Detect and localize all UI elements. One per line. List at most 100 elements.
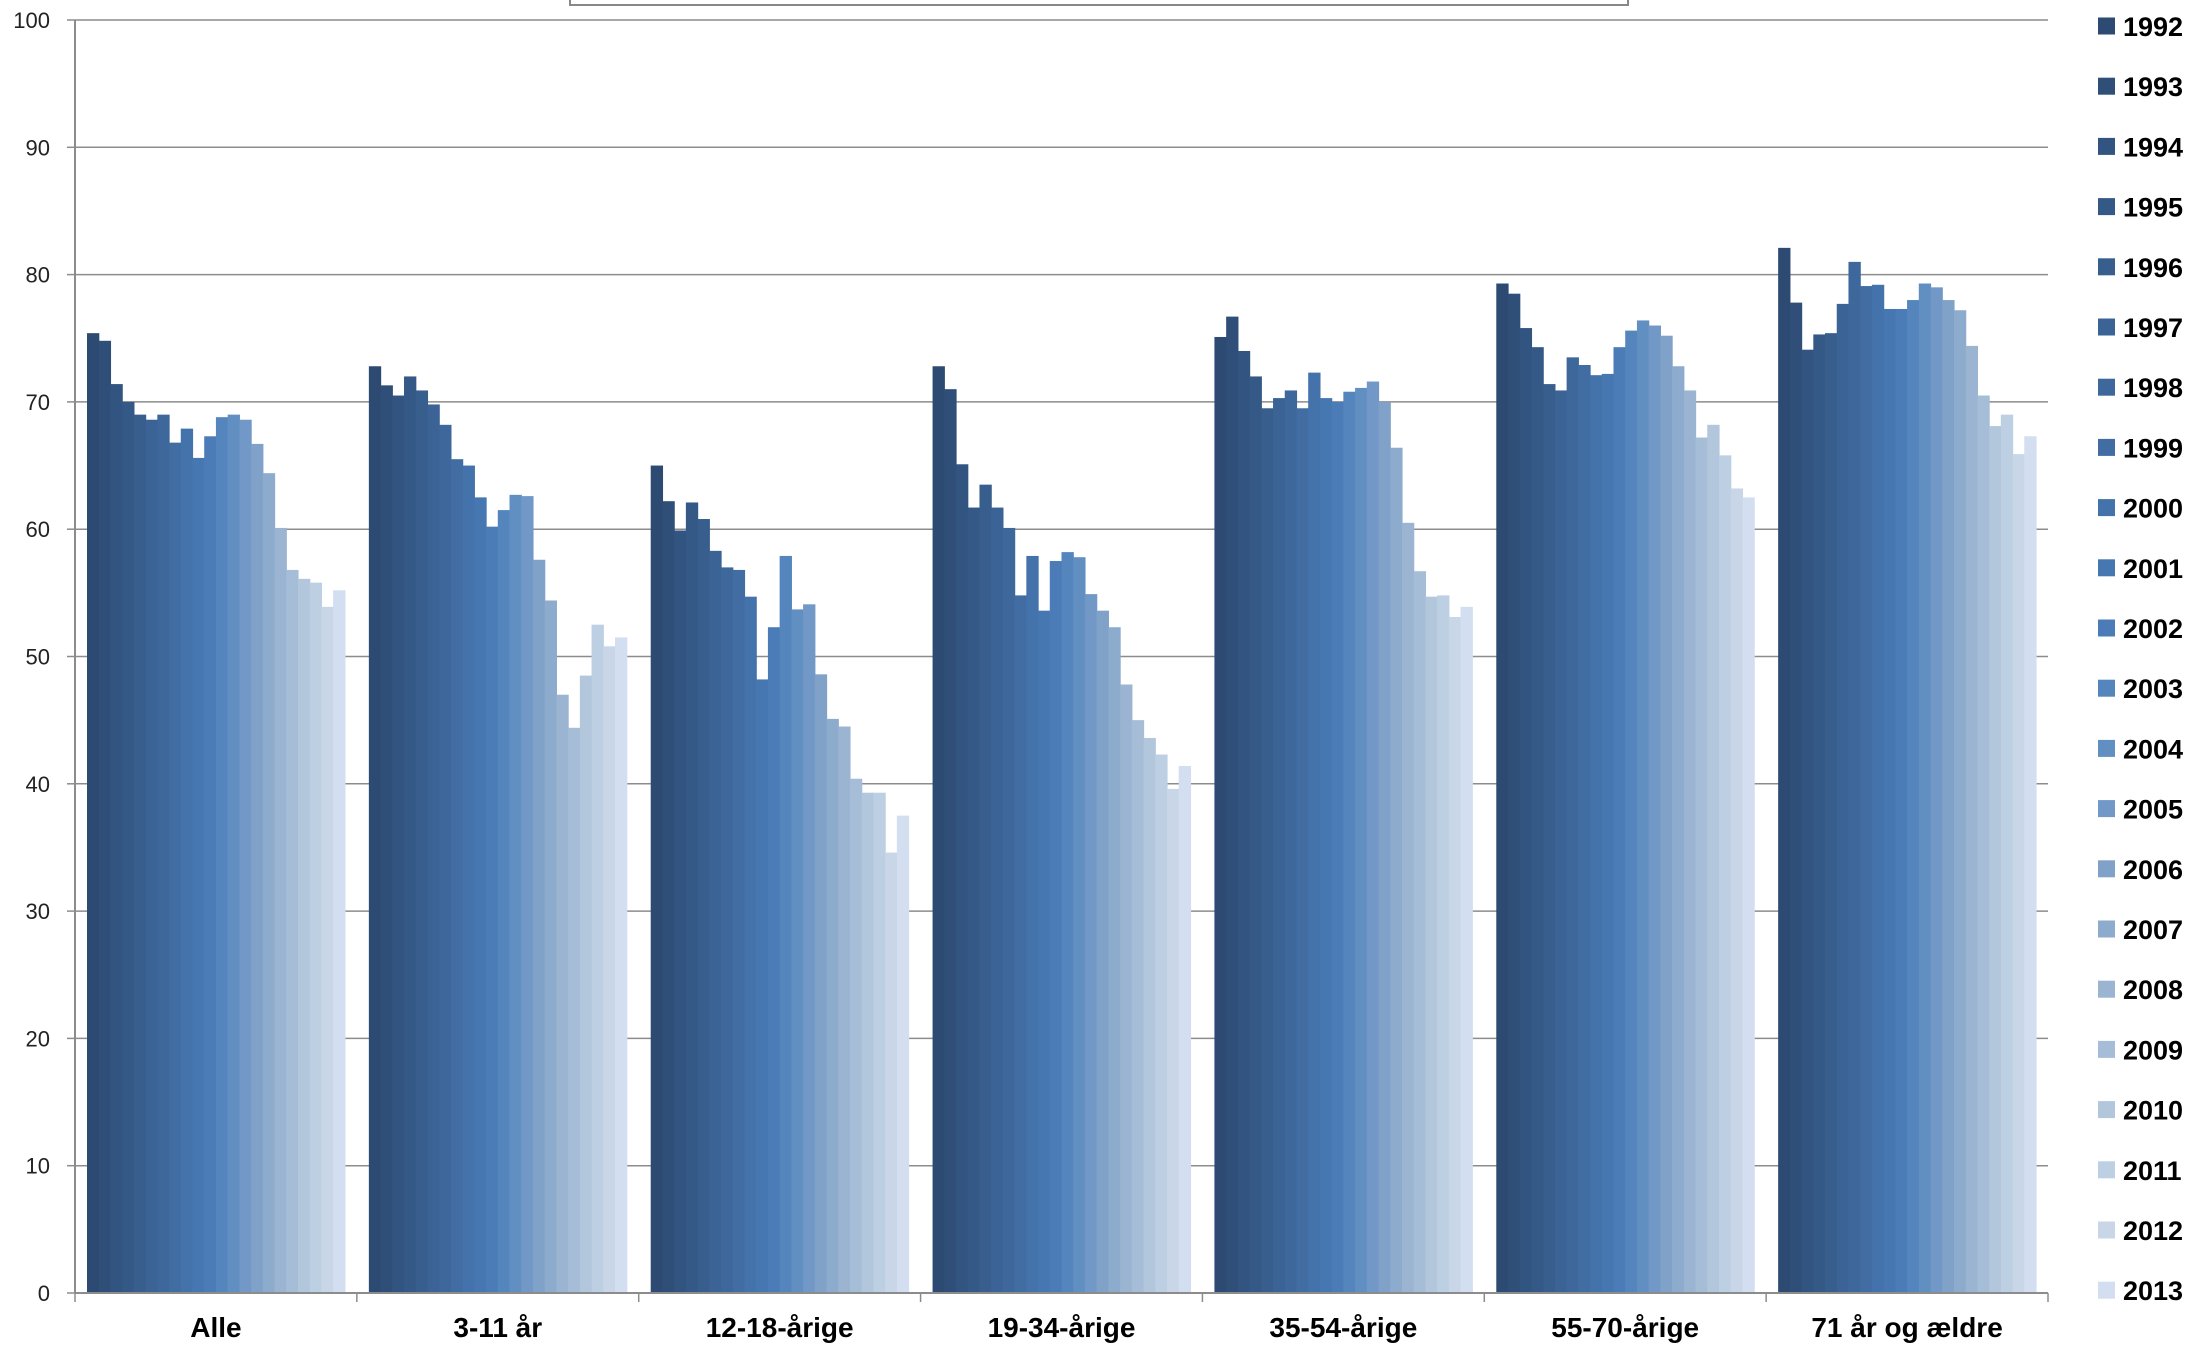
bar <box>192 457 205 1293</box>
bar <box>1789 302 1803 1294</box>
bar <box>1413 571 1427 1293</box>
bar <box>1672 366 1685 1294</box>
legend-swatch <box>2098 438 2115 456</box>
bar <box>262 473 276 1293</box>
bar <box>1319 398 1333 1293</box>
bar <box>1237 350 1251 1294</box>
bar <box>1730 488 1744 1293</box>
bar <box>1460 606 1473 1293</box>
bar <box>251 443 264 1293</box>
bar <box>1836 303 1850 1293</box>
bar <box>297 578 311 1293</box>
bar <box>1695 437 1708 1293</box>
bar <box>1613 347 1626 1293</box>
bar <box>1860 286 1873 1293</box>
bar <box>286 569 299 1293</box>
legend-label: 1994 <box>2123 132 2183 162</box>
bar <box>2024 436 2037 1293</box>
y-tick-label: 70 <box>26 390 50 415</box>
bar <box>779 555 792 1293</box>
bar <box>1942 300 1955 1293</box>
bar <box>756 679 769 1293</box>
bar <box>1308 372 1321 1294</box>
legend-label: 1996 <box>2123 253 2183 283</box>
bar <box>1166 788 1180 1293</box>
bar <box>1554 390 1568 1293</box>
legend-swatch <box>2098 619 2115 637</box>
bar <box>803 604 816 1293</box>
x-tick-label: 71 år og ældre <box>1811 1312 2002 1343</box>
bar <box>157 414 170 1293</box>
legend-label: 2011 <box>2123 1156 2182 1186</box>
bar <box>309 582 323 1293</box>
legend-label: 2001 <box>2123 554 2183 584</box>
bar <box>1061 552 1074 1293</box>
bar <box>873 792 886 1293</box>
bar <box>392 395 405 1293</box>
bar <box>1907 300 1920 1293</box>
legend-swatch <box>2098 77 2115 95</box>
bar <box>427 404 440 1293</box>
legend-swatch <box>2098 378 2115 396</box>
legend-swatch <box>2098 1040 2115 1058</box>
bar <box>544 600 557 1293</box>
bar <box>1718 455 1732 1294</box>
bar <box>509 494 522 1294</box>
y-tick-label: 20 <box>26 1026 50 1051</box>
legend-swatch <box>2098 920 2115 938</box>
bar <box>1625 330 1638 1293</box>
bar <box>368 366 382 1294</box>
bar <box>380 385 393 1293</box>
bar <box>1813 334 1826 1293</box>
bar <box>791 609 804 1293</box>
bar <box>1496 283 1509 1293</box>
bar <box>1331 401 1344 1293</box>
legend-label: 2005 <box>2123 795 2183 825</box>
bar <box>1084 594 1098 1293</box>
bar <box>591 624 604 1293</box>
bar <box>967 507 981 1294</box>
bar <box>1390 447 1403 1293</box>
bar <box>814 674 828 1293</box>
bar <box>991 507 1004 1294</box>
bar <box>1448 617 1462 1293</box>
bar <box>1026 555 1039 1293</box>
bar <box>462 465 475 1293</box>
bar <box>1918 283 1932 1293</box>
bar <box>956 464 969 1294</box>
bar <box>1825 333 1838 1294</box>
legend-swatch <box>2098 499 2115 517</box>
bar <box>1437 595 1450 1293</box>
y-tick-label: 50 <box>26 645 50 670</box>
legend-swatch <box>2098 1281 2115 1299</box>
y-tick-label: 30 <box>26 899 50 924</box>
bar <box>1778 247 1791 1294</box>
bar <box>1096 610 1109 1293</box>
bar <box>650 465 664 1293</box>
y-tick-label: 10 <box>26 1154 50 1179</box>
bar <box>1531 347 1544 1293</box>
bar <box>767 627 781 1293</box>
legend-label: 2000 <box>2123 494 2183 524</box>
bar <box>497 510 511 1294</box>
bar <box>450 459 464 1293</box>
bar <box>1401 522 1415 1293</box>
bar <box>1378 401 1391 1293</box>
legend-swatch <box>2098 198 2115 216</box>
bar <box>110 384 123 1293</box>
x-tick-label: 55-70-årige <box>1551 1312 1699 1343</box>
bar <box>1108 627 1121 1293</box>
bar <box>1038 610 1051 1293</box>
bar <box>1930 287 1943 1294</box>
bar <box>1366 381 1380 1294</box>
legend-label: 2010 <box>2123 1096 2183 1126</box>
axes <box>74 20 2048 1294</box>
bar <box>1049 561 1063 1293</box>
bar <box>896 815 910 1293</box>
bar <box>1343 391 1356 1293</box>
bar <box>1355 387 1368 1294</box>
x-tick-label: 3-11 år <box>453 1312 542 1343</box>
bar <box>662 501 675 1294</box>
legend-label: 2012 <box>2123 1216 2183 1246</box>
